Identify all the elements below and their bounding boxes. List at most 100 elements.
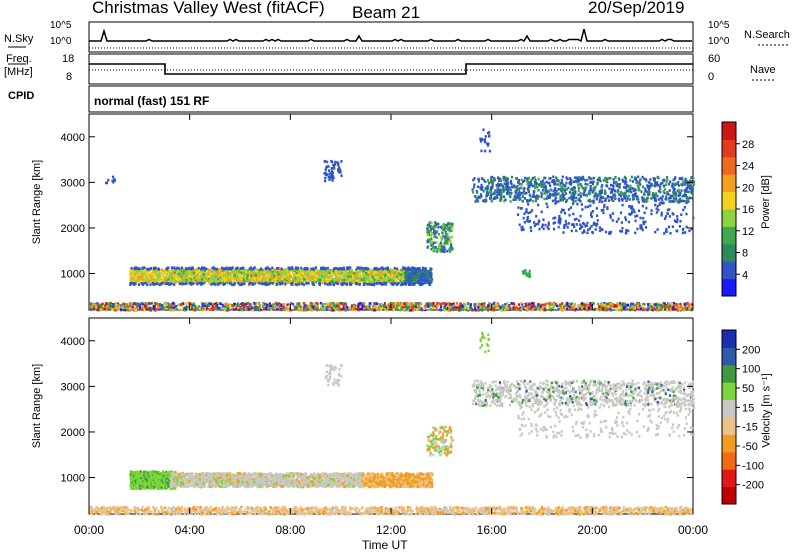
power-cell — [605, 304, 608, 307]
power-cell — [457, 304, 460, 308]
power-cell — [586, 308, 589, 312]
power-cell — [185, 307, 188, 310]
power-cell — [221, 305, 224, 308]
power-cell — [473, 307, 477, 311]
power-cell — [367, 273, 370, 277]
power-cell — [231, 273, 234, 277]
power-cell — [356, 267, 359, 270]
power-cell — [132, 273, 135, 276]
power-cell — [241, 303, 244, 307]
power-cell — [383, 280, 386, 283]
power-cell — [597, 302, 600, 306]
power-cell — [413, 271, 416, 274]
power-cell — [391, 273, 394, 277]
power-cell — [352, 305, 355, 308]
power-cell — [204, 274, 207, 278]
power-cell — [97, 308, 100, 311]
power-cell — [218, 302, 221, 305]
power-cell — [247, 280, 250, 283]
power-cell — [375, 280, 378, 283]
power-cell — [495, 306, 498, 310]
power-cell — [144, 276, 147, 279]
cpid-value: normal (fast) 151 RF — [94, 94, 210, 108]
power-cell — [449, 222, 452, 225]
power-cell — [528, 273, 531, 277]
power-cell — [331, 301, 334, 305]
power-cell — [357, 307, 360, 311]
power-cell — [206, 274, 209, 278]
power-cell — [353, 275, 356, 279]
power-cell — [293, 274, 296, 277]
power-cell — [621, 302, 625, 306]
power-cell — [326, 269, 329, 273]
power-cell — [438, 243, 441, 246]
power-cell — [346, 272, 349, 276]
power-cell — [334, 163, 337, 166]
power-cell — [315, 308, 318, 311]
power-cell — [247, 301, 250, 305]
power-cell — [410, 303, 413, 307]
power-cell — [392, 270, 395, 274]
power-cell — [376, 308, 379, 311]
power-cell — [331, 269, 334, 272]
power-cell — [631, 180, 634, 183]
power-cell — [363, 279, 366, 282]
power-cell — [254, 273, 257, 277]
power-cell — [161, 278, 164, 282]
power-cell — [216, 276, 219, 279]
power-cell — [225, 281, 228, 284]
power-cell — [282, 280, 285, 284]
power-cell — [142, 277, 146, 281]
power-cell — [435, 303, 438, 306]
power-cell — [153, 273, 156, 277]
power-cell — [389, 278, 392, 282]
power-cell — [141, 305, 144, 309]
power-cell — [532, 305, 535, 308]
power-cell — [334, 305, 337, 309]
power-cell — [251, 274, 254, 277]
power-cell — [305, 274, 308, 277]
power-cell — [241, 280, 244, 284]
freq-panel-frame — [88, 53, 694, 85]
power-cell — [321, 305, 325, 309]
power-cell — [300, 269, 303, 272]
power-cell — [606, 306, 609, 309]
power-cell — [329, 301, 332, 305]
power-cell — [356, 275, 360, 279]
power-cell — [435, 223, 438, 227]
power-cell — [165, 303, 169, 307]
power-cell — [296, 280, 299, 284]
power-cell — [430, 237, 433, 241]
power-cell — [138, 267, 141, 271]
power-cell — [445, 302, 448, 306]
power-cell — [191, 266, 194, 269]
power-cell — [414, 280, 417, 284]
power-cell — [147, 306, 150, 310]
power-cell — [414, 303, 417, 307]
power-cell — [404, 269, 408, 272]
power-cell — [337, 272, 340, 276]
power-cell — [253, 282, 256, 285]
power-cell — [667, 303, 670, 306]
power-cell — [470, 307, 473, 311]
power-cell — [148, 280, 151, 283]
power-cell — [163, 269, 166, 272]
power-cell — [285, 308, 288, 311]
power-cell — [325, 303, 328, 306]
power-cell — [550, 305, 553, 308]
power-cell — [105, 305, 108, 309]
power-cell — [662, 190, 665, 193]
power-cell — [459, 308, 462, 311]
power-cell — [139, 306, 142, 309]
power-cell — [683, 302, 686, 306]
power-cell — [342, 271, 345, 275]
power-cell — [504, 179, 507, 183]
power-cell — [409, 267, 412, 271]
power-cell — [444, 231, 448, 234]
power-cell — [306, 272, 309, 275]
power-cell — [340, 308, 343, 311]
power-cell — [567, 305, 570, 308]
power-cell — [394, 273, 397, 276]
power-cell — [411, 280, 415, 284]
power-cell — [303, 304, 306, 307]
